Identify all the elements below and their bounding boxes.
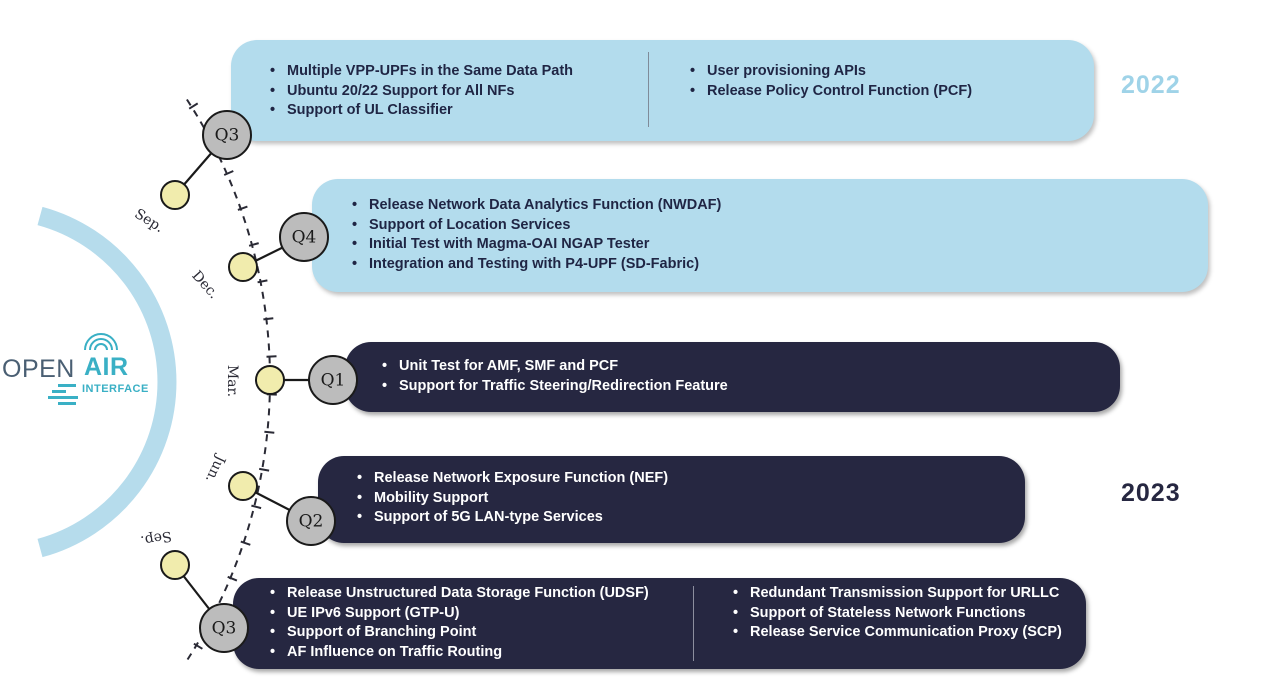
logo-word-interface: INTERFACE	[82, 383, 149, 395]
timeline-tick	[223, 170, 234, 176]
timeline-dot	[228, 252, 258, 282]
roadmap-card-3: Unit Test for AMF, SMF and PCFSupport fo…	[345, 342, 1120, 412]
feature-item: Release Network Data Analytics Function …	[350, 196, 721, 216]
logo-wave	[84, 333, 118, 351]
timeline-tick	[227, 575, 238, 582]
card-column: User provisioning APIsRelease Policy Con…	[688, 62, 972, 101]
quarter-label: Q4	[292, 228, 317, 248]
feature-item: Unit Test for AMF, SMF and PCF	[380, 357, 728, 377]
quarter-node	[199, 603, 249, 653]
card-column: Multiple VPP-UPFs in the Same Data PathU…	[268, 62, 573, 121]
quarter-label: Q2	[299, 512, 324, 532]
card-column: Unit Test for AMF, SMF and PCFSupport fo…	[380, 357, 728, 396]
timeline-dot	[160, 180, 190, 210]
card-column: Release Unstructured Data Storage Functi…	[268, 584, 649, 662]
feature-item: UE IPv6 Support (GTP-U)	[268, 604, 649, 624]
feature-item: AF Influence on Traffic Routing	[268, 643, 649, 663]
feature-item: Release Network Exposure Function (NEF)	[355, 469, 668, 489]
roadmap-card-5: Release Unstructured Data Storage Functi…	[233, 578, 1086, 669]
feature-item: Redundant Transmission Support for URLLC	[731, 584, 1062, 604]
feature-item: Support for Traffic Steering/Redirection…	[380, 377, 728, 397]
column-divider	[648, 52, 649, 127]
quarter-node	[202, 110, 252, 160]
quarter-label: Q3	[215, 126, 240, 146]
timeline-tick	[251, 504, 262, 510]
timeline-tick	[263, 317, 274, 321]
timeline-tick	[264, 430, 275, 434]
logo-arc	[37, 206, 177, 558]
feature-item: Initial Test with Magma-OAI NGAP Tester	[350, 235, 721, 255]
feature-item: Release Unstructured Data Storage Functi…	[268, 584, 649, 604]
feature-item: Release Service Communication Proxy (SCP…	[731, 623, 1062, 643]
quarter-label: Q3	[212, 619, 237, 639]
feature-item: Support of UL Classifier	[268, 101, 573, 121]
quarter-label: Q1	[321, 371, 346, 391]
month-label: Mar.	[224, 365, 240, 397]
timeline-tick	[193, 642, 203, 650]
column-divider	[693, 586, 694, 661]
timeline-tick	[240, 540, 251, 546]
feature-item: Support of Branching Point	[268, 623, 649, 643]
logo-bar	[58, 402, 76, 405]
year-label-2023: 2023	[1121, 479, 1181, 507]
logo-word-air: AIR	[84, 353, 129, 381]
feature-item: Support of Stateless Network Functions	[731, 604, 1062, 624]
card-column: Release Network Exposure Function (NEF)M…	[355, 469, 668, 528]
roadmap-card-1: Multiple VPP-UPFs in the Same Data PathU…	[231, 40, 1094, 141]
timeline-dot	[228, 471, 258, 501]
card-column: Redundant Transmission Support for URLLC…	[731, 584, 1062, 643]
timeline-tick	[248, 242, 259, 247]
feature-item: Support of Location Services	[350, 216, 721, 236]
feature-item: Multiple VPP-UPFs in the Same Data Path	[268, 62, 573, 82]
logo-bar	[58, 384, 76, 387]
year-label-2022: 2022	[1121, 71, 1181, 99]
quarter-node	[279, 212, 329, 262]
timeline-tick	[259, 467, 270, 472]
roadmap-card-2: Release Network Data Analytics Function …	[312, 179, 1208, 292]
timeline-tick	[237, 205, 248, 211]
feature-item: User provisioning APIs	[688, 62, 972, 82]
feature-item: Integration and Testing with P4-UPF (SD-…	[350, 255, 721, 275]
feature-item: Support of 5G LAN-type Services	[355, 508, 668, 528]
logo-word-open: OPEN	[2, 355, 75, 383]
timeline-tick	[266, 355, 277, 358]
roadmap-card-4: Release Network Exposure Function (NEF)M…	[318, 456, 1025, 543]
month-label: Sep.	[139, 527, 173, 548]
logo-bar	[48, 396, 78, 399]
logo-wave	[94, 343, 108, 351]
logo-bar	[52, 390, 66, 393]
timeline-dot	[255, 365, 285, 395]
feature-item: Mobility Support	[355, 489, 668, 509]
quarter-node	[286, 496, 336, 546]
timeline-dot	[160, 550, 190, 580]
timeline-tick	[257, 279, 268, 284]
feature-item: Release Policy Control Function (PCF)	[688, 82, 972, 102]
quarter-node	[308, 355, 358, 405]
timeline-tick	[188, 102, 199, 110]
logo-wave	[89, 338, 113, 351]
feature-item: Ubuntu 20/22 Support for All NFs	[268, 82, 573, 102]
card-column: Release Network Data Analytics Function …	[350, 196, 721, 274]
